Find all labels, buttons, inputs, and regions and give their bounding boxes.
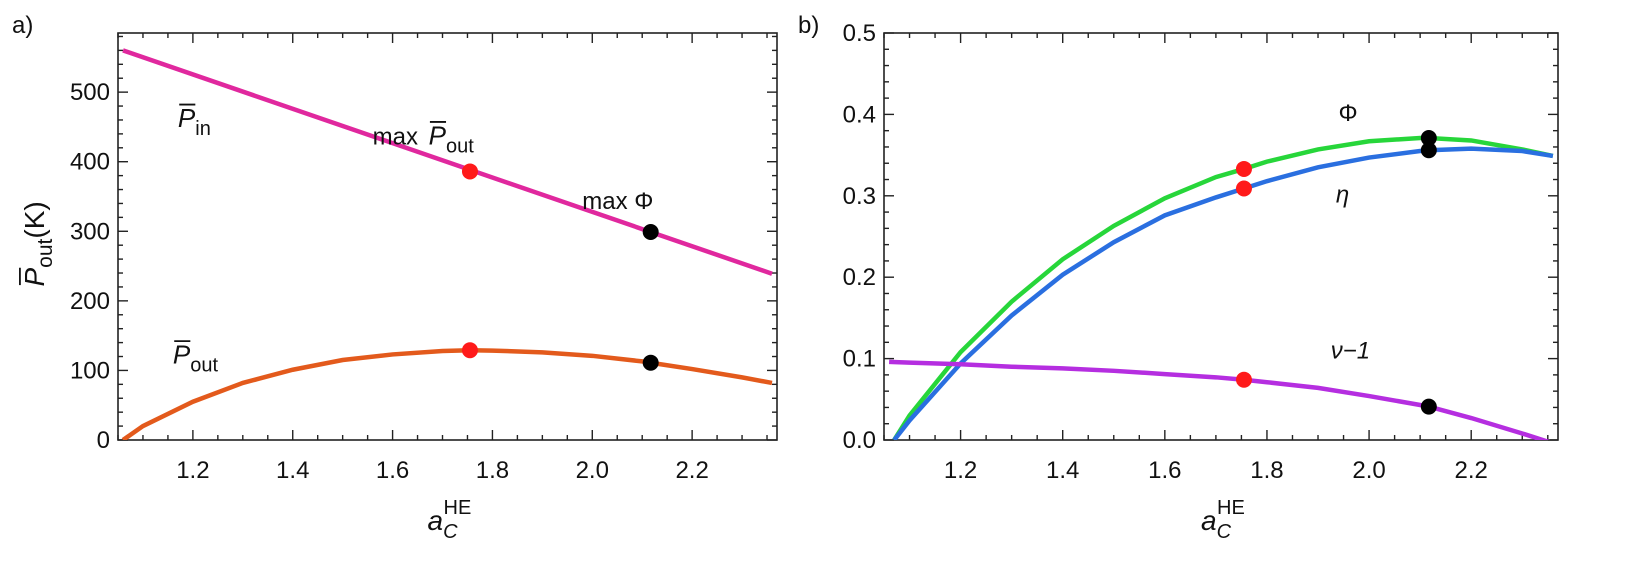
series-line-eta [892,146,1554,440]
max-power-point [1235,160,1252,177]
x-tick-label-b: 1.8 [1250,457,1283,484]
x-axis-label-b: aCHE [1201,497,1245,543]
x-tick-label-a: 1.2 [176,457,209,484]
max-phi-point [1420,130,1437,147]
y-tick-label-a: 0 [97,427,110,454]
panel-label-a: a) [12,12,33,39]
curves-a [121,48,773,440]
y-tick-label-b: 0.1 [843,346,876,373]
x-axis-label-a: aCHE [428,497,472,543]
y-tick-label-b: 0.0 [843,427,876,454]
max-power-point [461,163,478,180]
x-tick-label-b: 1.2 [944,457,977,484]
x-tick-label-a: 1.8 [476,457,509,484]
x-tick-label-a: 2.2 [675,457,708,484]
x-tick-label-a: 1.4 [276,457,309,484]
series-label-eta: η [1336,181,1349,208]
max-power-point [1235,180,1252,197]
max-power-point [1235,371,1252,388]
series-line-nu [889,359,1551,440]
series-label-nu: ν−1 [1331,338,1370,365]
y-tick-label-b: 0.3 [843,183,876,210]
plot-frame-a [117,32,778,441]
plot-frame-b [883,32,1559,441]
y-tick-label-b: 0.4 [843,101,876,128]
label-pout: Pout [173,339,219,376]
max-phi-point [1420,142,1437,159]
x-tick-label-a: 1.6 [376,457,409,484]
x-tick-label-b: 1.4 [1046,457,1079,484]
series-label-phi: Φ [1338,100,1357,127]
max-phi-point [1420,398,1437,415]
max-power-point [461,342,478,359]
x-tick-label-b: 2.2 [1455,457,1488,484]
annotation-max-pout-symbol: Pout [429,120,475,157]
y-tick-label-b: 0.5 [843,20,876,47]
x-tick-label-b: 2.0 [1352,457,1385,484]
y-tick-label-a: 300 [70,218,110,245]
x-tick-label-a: 2.0 [576,457,609,484]
x-tick-label-b: 1.6 [1148,457,1181,484]
y-tick-label-a: 400 [70,149,110,176]
annotation-max-phi: max Φ [582,188,653,215]
panel-a: 1.2 1.4 1.6 1.8 2.0 2.2 0 100 200 300 400 500 a) aCHE… [12,12,778,543]
y-axis-label-text: Pout(K) [19,201,57,286]
y-tick-label-a: 100 [70,357,110,384]
max-phi-point [642,223,659,240]
panel-b: 1.2 1.4 1.6 1.8 2.0 2.2 0.0 0.1 0.2 0.3 0.4 0.5 b) aC… [798,12,1559,543]
max-phi-point [642,354,659,371]
curves-b [889,135,1554,440]
y-tick-label-a: 200 [70,288,110,315]
panel-label-b: b) [798,12,819,39]
y-tick-label-b: 0.2 [843,264,876,291]
y-tick-label-a: 500 [70,79,110,106]
series-line-pin [122,48,773,276]
series-line-phi [892,135,1554,440]
label-pin: Pin [178,103,211,140]
annotation-max-pout: max [373,123,418,150]
series-line-pout [121,347,773,440]
y-axis-label-a: Pout(K) [19,201,57,286]
